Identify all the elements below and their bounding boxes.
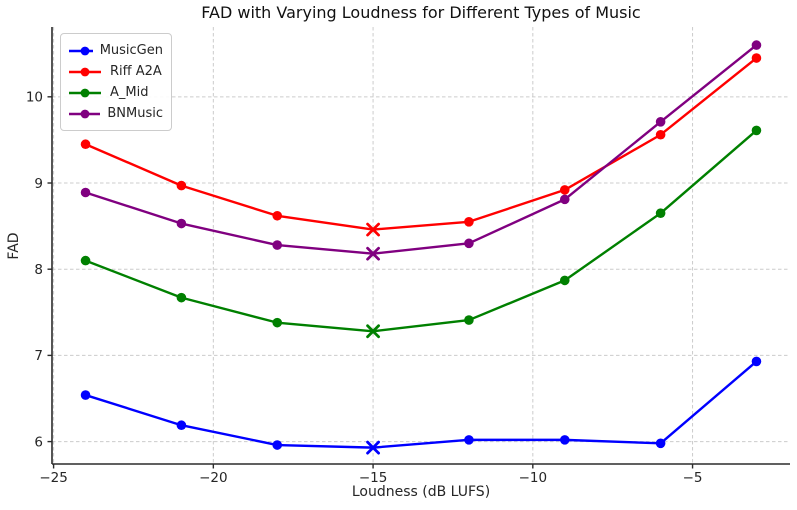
x-marker-riff-a2a — [366, 222, 380, 237]
data-point-marker-a-mid — [464, 315, 474, 325]
data-point-marker-bnmusic — [176, 218, 187, 229]
data-point-marker-musicgen — [272, 440, 283, 450]
chart-title: FAD with Varying Loudness for Different … — [201, 3, 641, 22]
data-point-marker-musicgen — [559, 435, 570, 445]
legend-entry-a-mid: A_Mid — [67, 82, 163, 103]
legend-label: MusicGen — [99, 43, 163, 58]
data-point-marker-a-mid — [559, 275, 570, 286]
x-tick-label: −15 — [359, 470, 388, 486]
legend-label: Riff A2A — [110, 64, 162, 79]
y-tick-label: 8 — [34, 262, 43, 278]
data-point-marker-riff-a2a — [80, 139, 91, 150]
data-point-marker-bnmusic — [464, 238, 474, 249]
legend-line-marker-swatch — [69, 67, 101, 76]
x-tick-label: −20 — [199, 470, 228, 486]
x-tick-label: −5 — [683, 470, 703, 486]
series-line-musicgen — [84, 360, 758, 449]
legend-entry-riff-a2a: Riff A2A — [67, 61, 163, 82]
data-point-marker-a-mid — [751, 125, 762, 136]
data-point-marker-riff-a2a — [272, 210, 283, 221]
data-point-marker-riff-a2a — [655, 129, 666, 140]
data-point-marker-bnmusic — [80, 187, 91, 198]
data-point-marker-riff-a2a — [176, 180, 187, 191]
data-point-marker-musicgen — [464, 435, 474, 445]
data-point-marker-riff-a2a — [751, 53, 762, 63]
data-point-marker-bnmusic — [272, 240, 283, 250]
data-point-marker-bnmusic — [751, 40, 762, 50]
legend-label: BNMusic — [107, 106, 163, 121]
series-line-bnmusic — [84, 43, 758, 255]
data-point-marker-musicgen — [751, 356, 762, 367]
data-point-marker-riff-a2a — [464, 216, 474, 227]
y-tick-label: 6 — [34, 434, 43, 450]
legend: MusicGen Riff A2A A_Mid BNMusic — [60, 33, 172, 131]
y-tick-label: 7 — [34, 348, 43, 364]
x-axis-label: Loudness (dB LUFS) — [351, 484, 491, 500]
y-axis-label: FAD — [6, 232, 22, 260]
legend-line-marker-swatch — [69, 109, 101, 118]
x-tick-label: −10 — [519, 470, 548, 486]
data-point-marker-a-mid — [655, 208, 666, 218]
series-line-a-mid — [84, 129, 758, 333]
x-marker-bnmusic — [366, 246, 380, 261]
x-tick-label: −25 — [39, 470, 68, 486]
x-marker-musicgen — [366, 440, 380, 455]
legend-line-marker-swatch — [69, 46, 93, 55]
legend-label: A_Mid — [110, 85, 149, 100]
data-point-marker-a-mid — [272, 317, 283, 328]
data-point-marker-a-mid — [80, 255, 91, 266]
legend-entry-musicgen: MusicGen — [67, 40, 163, 61]
data-point-marker-bnmusic — [559, 194, 570, 205]
y-tick-label: 10 — [26, 90, 43, 106]
data-point-marker-riff-a2a — [559, 185, 570, 195]
data-point-marker-musicgen — [655, 438, 666, 449]
series-line-riff-a2a — [84, 56, 758, 231]
data-point-marker-musicgen — [176, 420, 187, 431]
x-marker-a-mid — [366, 324, 380, 339]
data-point-marker-a-mid — [176, 292, 187, 303]
legend-line-marker-swatch — [69, 88, 101, 97]
y-tick-label: 9 — [34, 176, 43, 192]
data-point-marker-musicgen — [80, 390, 91, 400]
data-point-marker-bnmusic — [655, 117, 666, 127]
legend-entry-bnmusic: BNMusic — [67, 103, 163, 124]
